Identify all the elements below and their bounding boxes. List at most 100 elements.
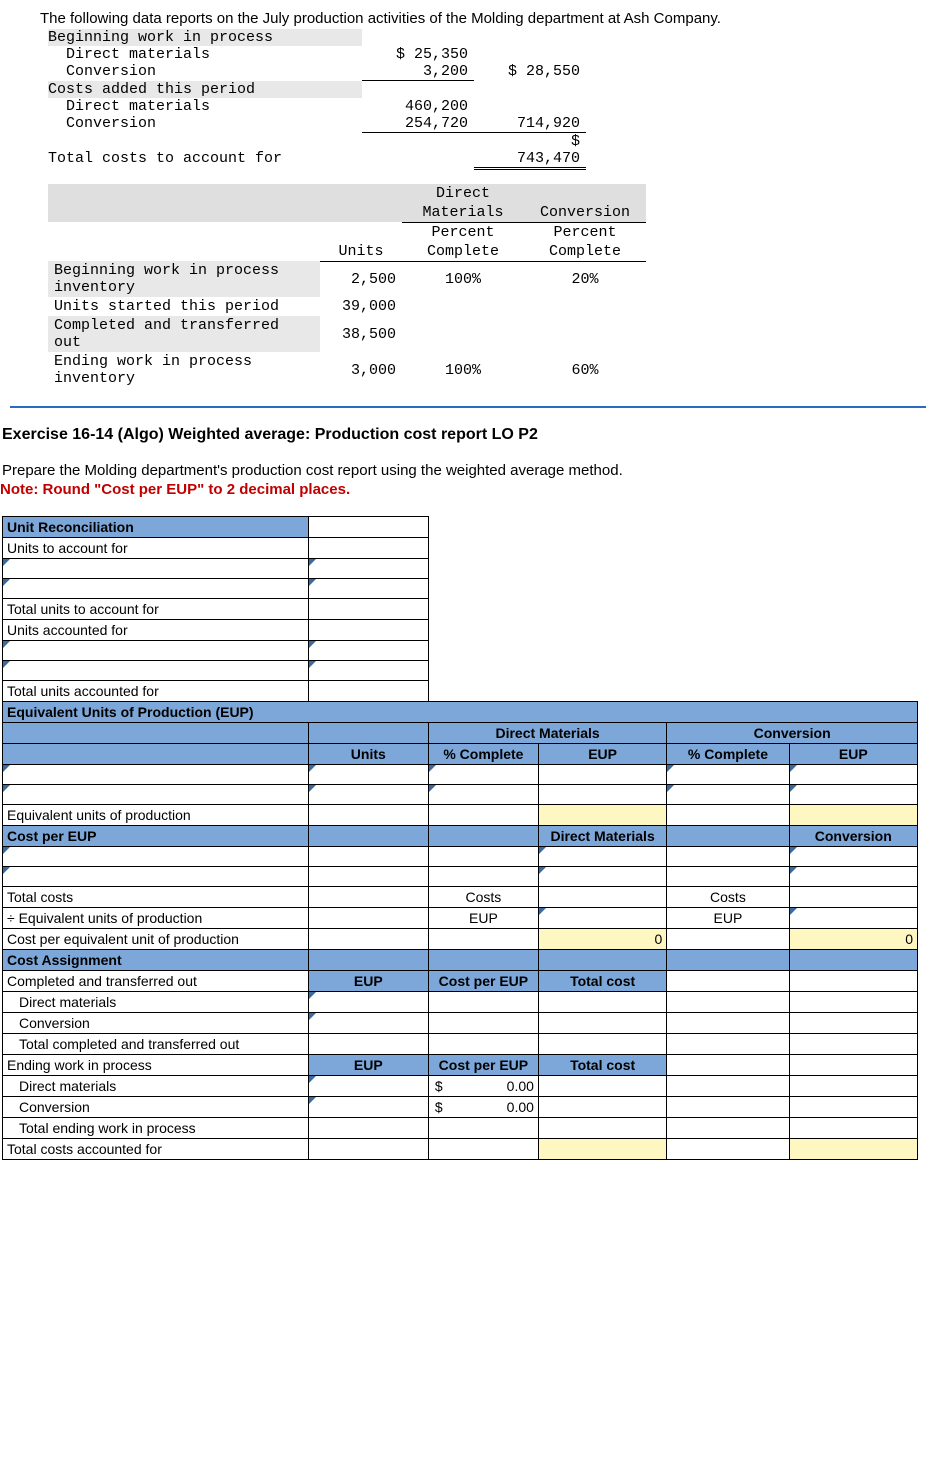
div-eup-cv[interactable]: [789, 908, 917, 929]
eup-in-1e[interactable]: [667, 765, 789, 785]
input-row-3a[interactable]: [3, 641, 309, 661]
div-eup-label: ÷ Equivalent units of production: [3, 908, 309, 929]
input-row-2b[interactable]: [308, 579, 428, 599]
bwip-dm-label: Direct materials: [48, 46, 362, 63]
hdr-conv: Conversion: [524, 203, 646, 223]
div-eup-dm[interactable]: [538, 908, 666, 929]
conv-group-hdr: Conversion: [667, 723, 918, 744]
grand-total: 743,470: [474, 150, 586, 169]
eup-hdr-dm: EUP: [538, 744, 666, 765]
cpe-hdr-ew: Cost per EUP: [428, 1055, 538, 1076]
bwip-label: Beginning work in process: [48, 29, 362, 46]
total-completed-label: Total completed and transferred out: [3, 1034, 309, 1055]
input-row-4a[interactable]: [3, 661, 309, 681]
unit-reconciliation-hdr: Unit Reconciliation: [3, 517, 309, 538]
costs-label-cv: Costs: [667, 887, 789, 908]
pct-complete-hdr-dm: % Complete: [428, 744, 538, 765]
cpe-in-2d[interactable]: [538, 867, 666, 887]
units-hdr: Units: [308, 744, 428, 765]
eup-hdr-cv: EUP: [789, 744, 917, 765]
added-conv-val: 254,720: [362, 115, 474, 133]
added-dm-val: 460,200: [362, 98, 474, 115]
added-label: Costs added this period: [48, 81, 362, 98]
cpe-hdr-ca: Cost per EUP: [428, 971, 538, 992]
units-row-3: Ending work in process inventory: [48, 352, 320, 388]
eup-in-2f[interactable]: [789, 785, 917, 805]
ew-conv-eup[interactable]: [308, 1097, 428, 1118]
cpe-cv-zero: 0: [789, 929, 917, 950]
ending-wip-label: Ending work in process: [3, 1055, 309, 1076]
ew-conv-cpe: 0.00: [507, 1099, 534, 1115]
exercise-title: Exercise 16-14 (Algo) Weighted average: …: [0, 408, 936, 462]
units-to-account-label: Units to account for: [3, 538, 309, 559]
dm-hdr2: Direct Materials: [538, 826, 666, 847]
eup-in-2e[interactable]: [667, 785, 789, 805]
eup-in-1b[interactable]: [308, 765, 428, 785]
ew-dm-label: Direct materials: [3, 1076, 309, 1097]
hdr-dm: Materials: [402, 203, 524, 223]
total-costs-accounted: Total costs accounted for: [3, 1139, 309, 1160]
eup-in-1c[interactable]: [428, 765, 538, 785]
ew-dm-eup[interactable]: [308, 1076, 428, 1097]
eup-in-1f[interactable]: [789, 765, 917, 785]
eup-section-hdr: Equivalent Units of Production (EUP): [3, 702, 918, 723]
eup-in-2c[interactable]: [428, 785, 538, 805]
cpe-in-2a[interactable]: [3, 867, 309, 887]
conv-hdr2: Conversion: [789, 826, 917, 847]
cost-assignment-hdr: Cost Assignment: [3, 950, 309, 971]
added-dm-label: Direct materials: [48, 98, 362, 115]
ca-dm-eup[interactable]: [308, 992, 428, 1013]
bwip-conv-val: 3,200: [362, 63, 474, 81]
units-row-2: Completed and transferred out: [48, 316, 320, 352]
cpe-in-1d[interactable]: [538, 847, 666, 867]
cpe-in-1a[interactable]: [3, 847, 309, 867]
input-row-1a[interactable]: [3, 559, 309, 579]
eup-hdr-ca: EUP: [308, 971, 428, 992]
input-row-1b[interactable]: [308, 559, 428, 579]
eup-in-1a[interactable]: [3, 765, 309, 785]
eup-in-2b[interactable]: [308, 785, 428, 805]
ca-dm-label: Direct materials: [3, 992, 309, 1013]
total-costs-label: Total costs: [3, 887, 309, 908]
input-row-4b[interactable]: [308, 661, 428, 681]
eup-label-cv: EUP: [667, 908, 789, 929]
dm-group-hdr: Direct Materials: [428, 723, 666, 744]
ca-conv-eup[interactable]: [308, 1013, 428, 1034]
cpe-in-1f[interactable]: [789, 847, 917, 867]
note: Note: Round "Cost per EUP" to 2 decimal …: [0, 481, 936, 516]
units-row-0: Beginning work in process inventory: [48, 261, 320, 297]
bwip-conv-label: Conversion: [48, 63, 362, 81]
input-row-3b[interactable]: [308, 641, 428, 661]
grand-dollar: $: [474, 132, 586, 150]
bwip-total: $ 28,550: [474, 63, 586, 81]
total-label: Total costs to account for: [48, 150, 362, 169]
pct-complete-hdr-cv: % Complete: [667, 744, 789, 765]
intro-text: The following data reports on the July p…: [0, 0, 936, 29]
eup-in-2a[interactable]: [3, 785, 309, 805]
cpe-dm-zero: 0: [538, 929, 666, 950]
instruction: Prepare the Molding department's product…: [0, 462, 936, 481]
added-total: 714,920: [474, 115, 586, 133]
production-cost-report: Unit Reconciliation Units to account for…: [2, 516, 918, 1160]
units-info-table: Direct Materials Conversion Percent Perc…: [48, 184, 646, 389]
units-accounted-for: Units accounted for: [3, 620, 309, 641]
costs-label-dm: Costs: [428, 887, 538, 908]
eup-label-dm: EUP: [428, 908, 538, 929]
hdr-units: Units: [320, 242, 402, 262]
completed-out-label: Completed and transferred out: [3, 971, 309, 992]
total-units-accounted: Total units accounted for: [3, 681, 309, 702]
cpe-in-2f[interactable]: [789, 867, 917, 887]
ew-dm-cpe: 0.00: [507, 1078, 534, 1094]
cost-summary-table: Beginning work in process Direct materia…: [48, 29, 586, 170]
units-row-1: Units started this period: [48, 297, 320, 316]
total-cost-hdr-ca: Total cost: [538, 971, 666, 992]
eup-hdr-ew: EUP: [308, 1055, 428, 1076]
bwip-dm-val: $ 25,350: [362, 46, 474, 63]
added-conv-label: Conversion: [48, 115, 362, 133]
input-row-2a[interactable]: [3, 579, 309, 599]
total-ending-label: Total ending work in process: [3, 1118, 309, 1139]
ew-conv-label: Conversion: [3, 1097, 309, 1118]
ca-conv-label: Conversion: [3, 1013, 309, 1034]
total-cost-hdr-ew: Total cost: [538, 1055, 666, 1076]
cost-per-eup-hdr: Cost per EUP: [3, 826, 309, 847]
